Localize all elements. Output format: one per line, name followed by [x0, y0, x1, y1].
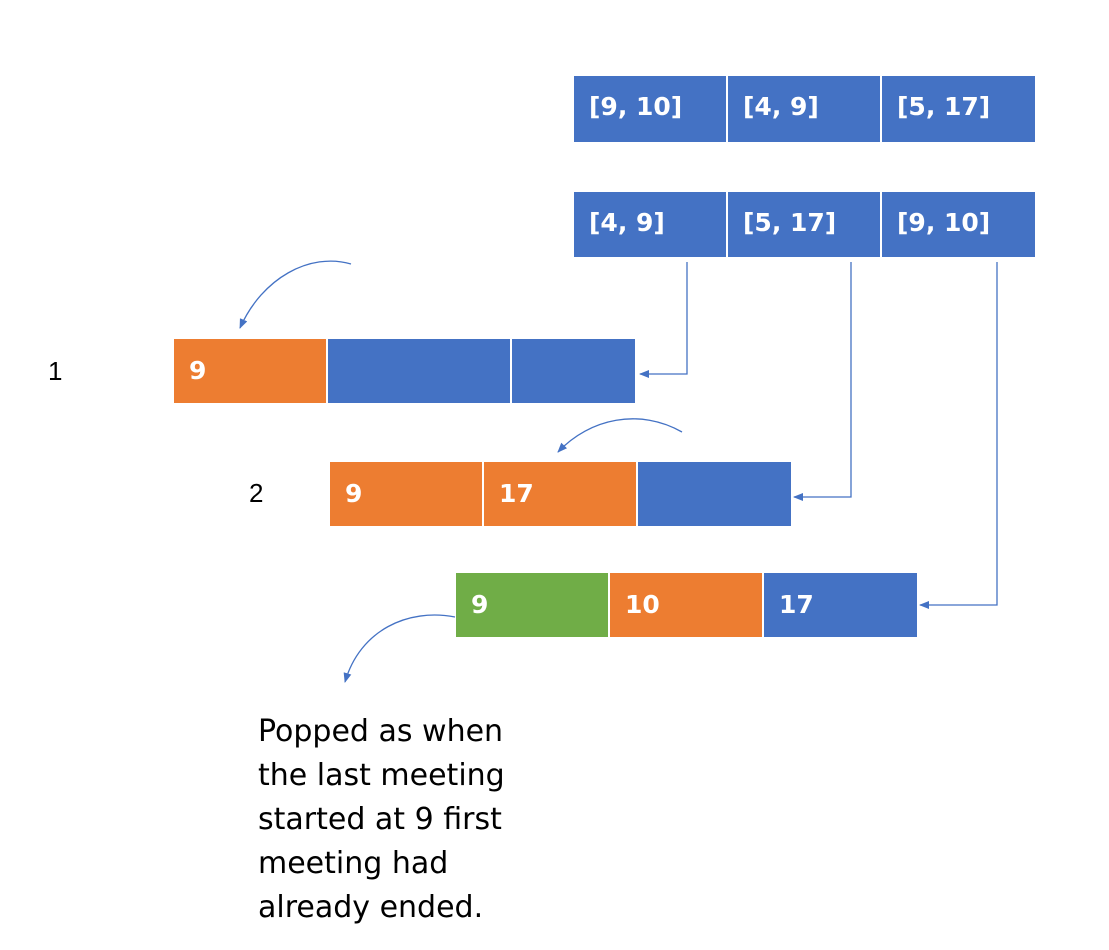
unsorted-interval-cell: [9, 10]: [574, 76, 728, 142]
curved-arrow: [557, 418, 683, 453]
heap-cell: 9: [174, 339, 328, 403]
step-label: 2: [249, 478, 264, 508]
caption-line: Popped as when: [258, 714, 504, 749]
heap-cell: [638, 462, 791, 526]
heap-cell: 9: [330, 462, 484, 526]
unsorted-interval-cell: [4, 9]: [728, 76, 882, 142]
sorted-interval-cell: [5, 17]: [728, 192, 882, 257]
curved-arrow: [239, 260, 352, 329]
heap-cell: [512, 339, 635, 403]
curved-arrow: [343, 614, 456, 683]
step-label: 1: [48, 356, 63, 386]
connector-arrow: [919, 262, 998, 609]
connector-arrow: [793, 262, 852, 501]
caption-line: started at 9 first: [258, 802, 502, 837]
heap-cell: 17: [484, 462, 638, 526]
heap-cell: 10: [610, 573, 764, 637]
caption-line: already ended.: [258, 890, 484, 925]
sorted-interval-cell: [4, 9]: [574, 192, 728, 257]
heap-cell: 17: [764, 573, 917, 637]
connector-arrow: [639, 262, 688, 378]
heap-cell: 9: [456, 573, 610, 637]
caption-text: Popped as when the last meeting started …: [258, 710, 518, 930]
caption-line: the last meeting: [258, 758, 505, 793]
caption-line: meeting had: [258, 846, 449, 881]
heap-cell: [328, 339, 512, 403]
unsorted-interval-cell: [5, 17]: [882, 76, 1035, 142]
sorted-interval-cell: [9, 10]: [882, 192, 1035, 257]
